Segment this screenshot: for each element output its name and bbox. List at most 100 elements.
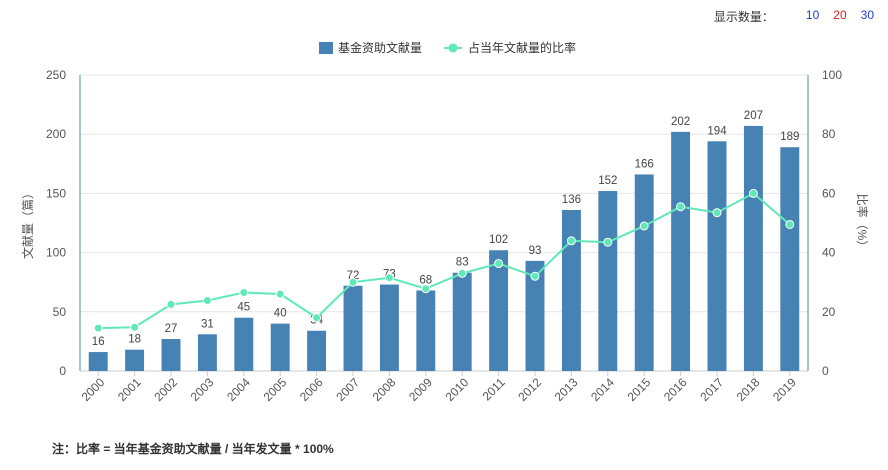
bar-2011 — [489, 250, 509, 371]
x-tick-label: 2001 — [115, 375, 144, 404]
bar-value-label: 31 — [201, 318, 214, 330]
y2-tick-label: 0 — [822, 364, 829, 378]
bar-value-label: 16 — [92, 336, 105, 348]
bar-2006 — [307, 330, 327, 371]
x-tick-label: 2015 — [625, 375, 654, 404]
bar-value-label: 18 — [128, 334, 141, 346]
bar-2013 — [561, 209, 581, 371]
legend-line-label: 占当年文献量的比率 — [468, 40, 576, 55]
legend-line-marker — [448, 43, 458, 53]
x-tick-label: 2018 — [734, 375, 763, 404]
x-tick-label: 2004 — [224, 375, 253, 404]
bar-2003 — [197, 334, 217, 371]
x-tick-label: 2005 — [261, 375, 290, 404]
x-tick-label: 2011 — [480, 375, 508, 403]
bar-value-label: 45 — [237, 302, 250, 314]
ratio-point-2007 — [348, 277, 358, 287]
x-tick-label: 2003 — [188, 375, 217, 404]
bar-value-label: 194 — [707, 125, 727, 137]
x-tick-label: 2000 — [79, 375, 108, 404]
count-option-10[interactable]: 10 — [805, 8, 820, 22]
bar-value-label: 68 — [419, 274, 432, 286]
y-tick-label: 50 — [53, 305, 67, 319]
x-tick-label: 2016 — [661, 375, 690, 404]
y2-axis-title: 比率（%） — [855, 194, 870, 253]
bar-value-label: 207 — [744, 110, 763, 122]
legend-bar-label: 基金资助文献量 — [338, 40, 422, 55]
ratio-point-2016 — [676, 202, 686, 212]
x-tick-label: 2013 — [552, 375, 581, 404]
legend-bar-swatch — [319, 42, 333, 54]
ratio-point-2003 — [202, 296, 212, 306]
x-tick-label: 2010 — [443, 375, 472, 404]
x-tick-label: 2009 — [406, 375, 435, 404]
bar-2015 — [634, 174, 654, 371]
bar-2012 — [525, 260, 545, 371]
bar-2019 — [780, 147, 800, 371]
bar-value-label: 40 — [274, 308, 287, 320]
bar-2001 — [125, 349, 145, 371]
y-tick-label: 250 — [46, 68, 66, 82]
bar-2017 — [707, 141, 727, 371]
y-tick-label: 100 — [46, 246, 66, 260]
display-count-controls: 显示数量： 10 20 30 — [714, 8, 874, 25]
bar-2009 — [416, 290, 436, 371]
x-tick-label: 2002 — [151, 375, 180, 404]
bar-value-label: 152 — [598, 175, 617, 187]
y-tick-label: 0 — [59, 364, 66, 378]
y2-tick-label: 100 — [822, 68, 842, 82]
ratio-point-2009 — [421, 284, 431, 294]
bar-2018 — [743, 125, 763, 371]
bar-value-label: 83 — [456, 257, 469, 269]
y-tick-label: 150 — [46, 186, 66, 200]
ratio-point-2013 — [566, 236, 576, 246]
ratio-point-2004 — [239, 288, 249, 298]
ratio-point-2002 — [166, 299, 176, 309]
ratio-line — [98, 192, 791, 330]
x-tick-label: 2008 — [370, 375, 399, 404]
ratio-point-2006 — [312, 313, 322, 323]
ratio-point-2015 — [639, 221, 649, 231]
y-axis-title: 文献量（篇） — [20, 187, 35, 259]
bar-2010 — [452, 272, 472, 371]
ratio-point-2012 — [530, 271, 540, 281]
bar-2016 — [671, 131, 691, 371]
ratio-point-2001 — [130, 322, 140, 332]
bar-2007 — [343, 285, 363, 371]
x-tick-label: 2006 — [297, 375, 326, 404]
display-count-label: 显示数量： — [713, 10, 774, 24]
ratio-point-2014 — [603, 237, 613, 247]
y2-tick-label: 80 — [822, 127, 836, 141]
bar-2014 — [598, 191, 618, 371]
footnote: 注：比率 = 当年基金资助文献量 / 当年发文量 * 100% — [52, 442, 334, 456]
bar-value-label: 166 — [635, 158, 654, 170]
y-tick-label: 200 — [46, 127, 66, 141]
ratio-point-2017 — [712, 208, 722, 218]
bar-value-label: 202 — [671, 116, 690, 128]
y2-tick-label: 40 — [822, 246, 836, 260]
ratio-point-2005 — [275, 289, 285, 299]
bar-value-label: 189 — [780, 131, 799, 143]
x-tick-label: 2007 — [333, 375, 362, 404]
ratio-point-2019 — [785, 219, 795, 229]
count-option-20[interactable]: 20 — [833, 8, 847, 22]
bar-value-label: 102 — [489, 234, 508, 246]
ratio-point-2010 — [457, 268, 467, 278]
bar-2002 — [161, 339, 181, 371]
x-tick-label: 2017 — [697, 375, 726, 404]
y2-tick-label: 60 — [822, 186, 836, 200]
ratio-point-2018 — [748, 188, 758, 198]
bar-value-label: 72 — [347, 270, 360, 282]
ratio-point-2011 — [494, 259, 504, 269]
ratio-point-2000 — [93, 323, 103, 333]
ratio-point-2008 — [384, 273, 394, 283]
bar-2004 — [234, 317, 254, 371]
y2-tick-label: 20 — [822, 305, 836, 319]
bar-2005 — [270, 323, 290, 371]
x-tick-label: 2012 — [515, 375, 544, 404]
count-option-30[interactable]: 30 — [860, 8, 874, 22]
x-tick-label: 2014 — [588, 375, 617, 404]
bar-value-label: 27 — [165, 323, 178, 335]
bar-2008 — [379, 284, 399, 371]
